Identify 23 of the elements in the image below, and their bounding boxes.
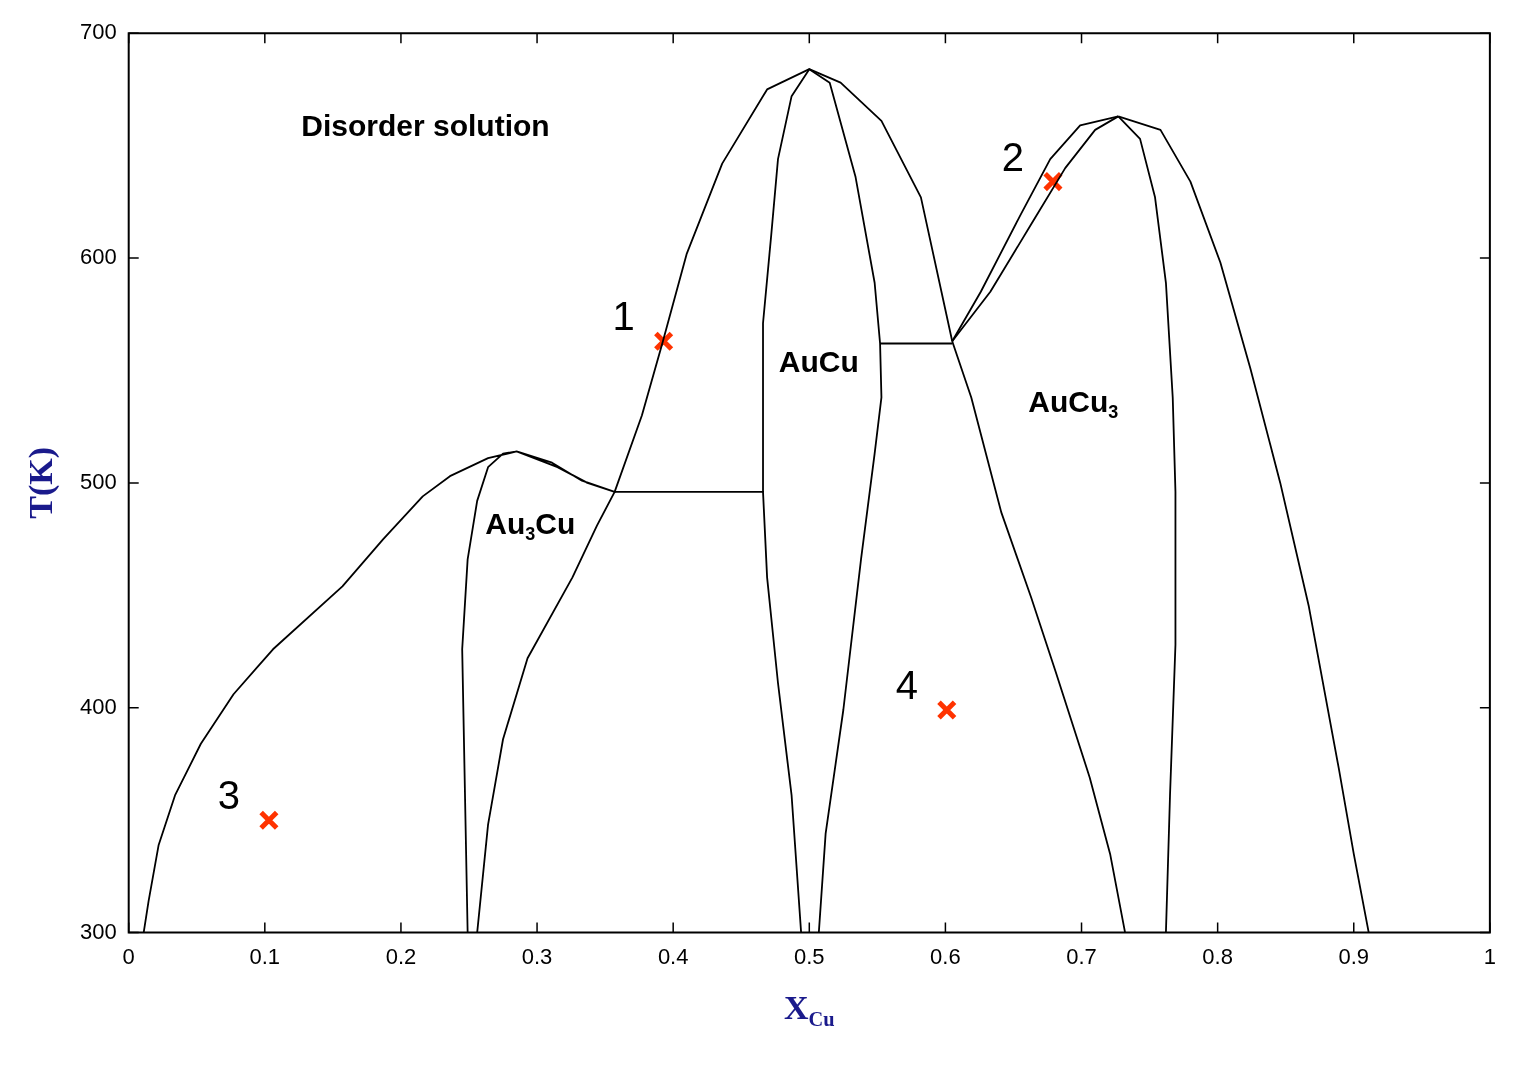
y-tick-label: 700 [79,19,117,45]
annotation: Disorder solution [301,108,550,142]
x-tick-label: 1 [1483,943,1497,969]
y-axis-title: T(K) [21,447,60,519]
annotation: 2 [1001,134,1025,179]
y-tick-label: 300 [79,918,117,944]
annotation: 4 [895,663,918,708]
annotation: AuCu [778,345,859,379]
annotation: 3 [217,773,241,818]
x-tick-label: 0.4 [657,943,689,969]
x-tick-label: 0.5 [794,943,825,969]
y-tick-label: 600 [79,244,117,270]
x-tick-label: 0 [122,943,135,969]
y-tick-label: 500 [79,468,117,494]
x-tick-label: 0.6 [930,943,961,969]
annotation: 1 [612,294,635,339]
x-tick-label: 0.7 [1066,943,1097,969]
x-tick-label: 0.3 [521,943,553,969]
y-tick-label: 400 [79,693,117,719]
x-tick-label: 0.2 [385,943,417,969]
x-tick-label: 0.8 [1202,943,1233,969]
x-tick-label: 0.9 [1338,943,1370,969]
x-tick-label: 0.1 [249,943,281,969]
